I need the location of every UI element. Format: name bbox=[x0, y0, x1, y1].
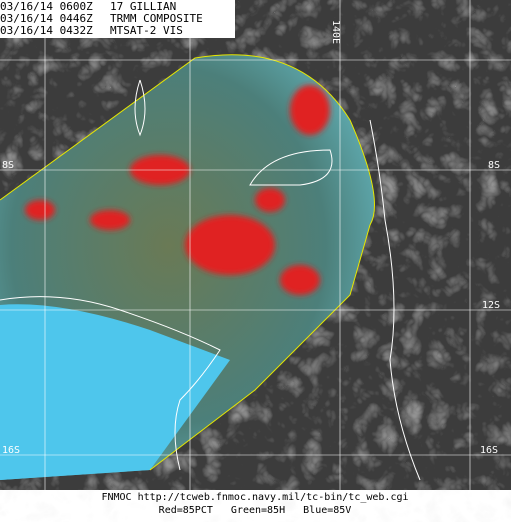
grid-label: 8S bbox=[2, 160, 14, 171]
header-time: 03/16/14 0600Z bbox=[0, 0, 93, 13]
light-region bbox=[0, 304, 230, 480]
precip bbox=[25, 85, 330, 295]
footer-source: FNMOC http://tcweb.fnmoc.navy.mil/tc-bin… bbox=[101, 492, 408, 503]
coastlines bbox=[0, 79, 421, 481]
grid-label: 16S bbox=[480, 445, 498, 456]
header-label: 17 GILLIAN bbox=[110, 0, 176, 13]
grid-label: 8S bbox=[488, 160, 500, 171]
grid bbox=[0, 0, 511, 490]
grid-label: 140E bbox=[330, 20, 341, 44]
header-label: MTSAT-2 VIS bbox=[110, 24, 183, 37]
swath-edge bbox=[0, 54, 375, 471]
header-label: TRMM COMPOSITE bbox=[110, 12, 203, 25]
header: 03/16/14 0600Z 17 GILLIAN 03/16/14 0446Z TR… bbox=[0, 0, 203, 37]
grid-label: 12S bbox=[482, 300, 500, 311]
footer-channels: Red=85PCT Green=85H Blue=85V bbox=[159, 505, 352, 516]
header-box bbox=[0, 0, 235, 38]
header-time: 03/16/14 0432Z bbox=[0, 24, 93, 37]
grid-label: 16S bbox=[2, 445, 20, 456]
header-time: 03/16/14 0446Z bbox=[0, 12, 93, 25]
